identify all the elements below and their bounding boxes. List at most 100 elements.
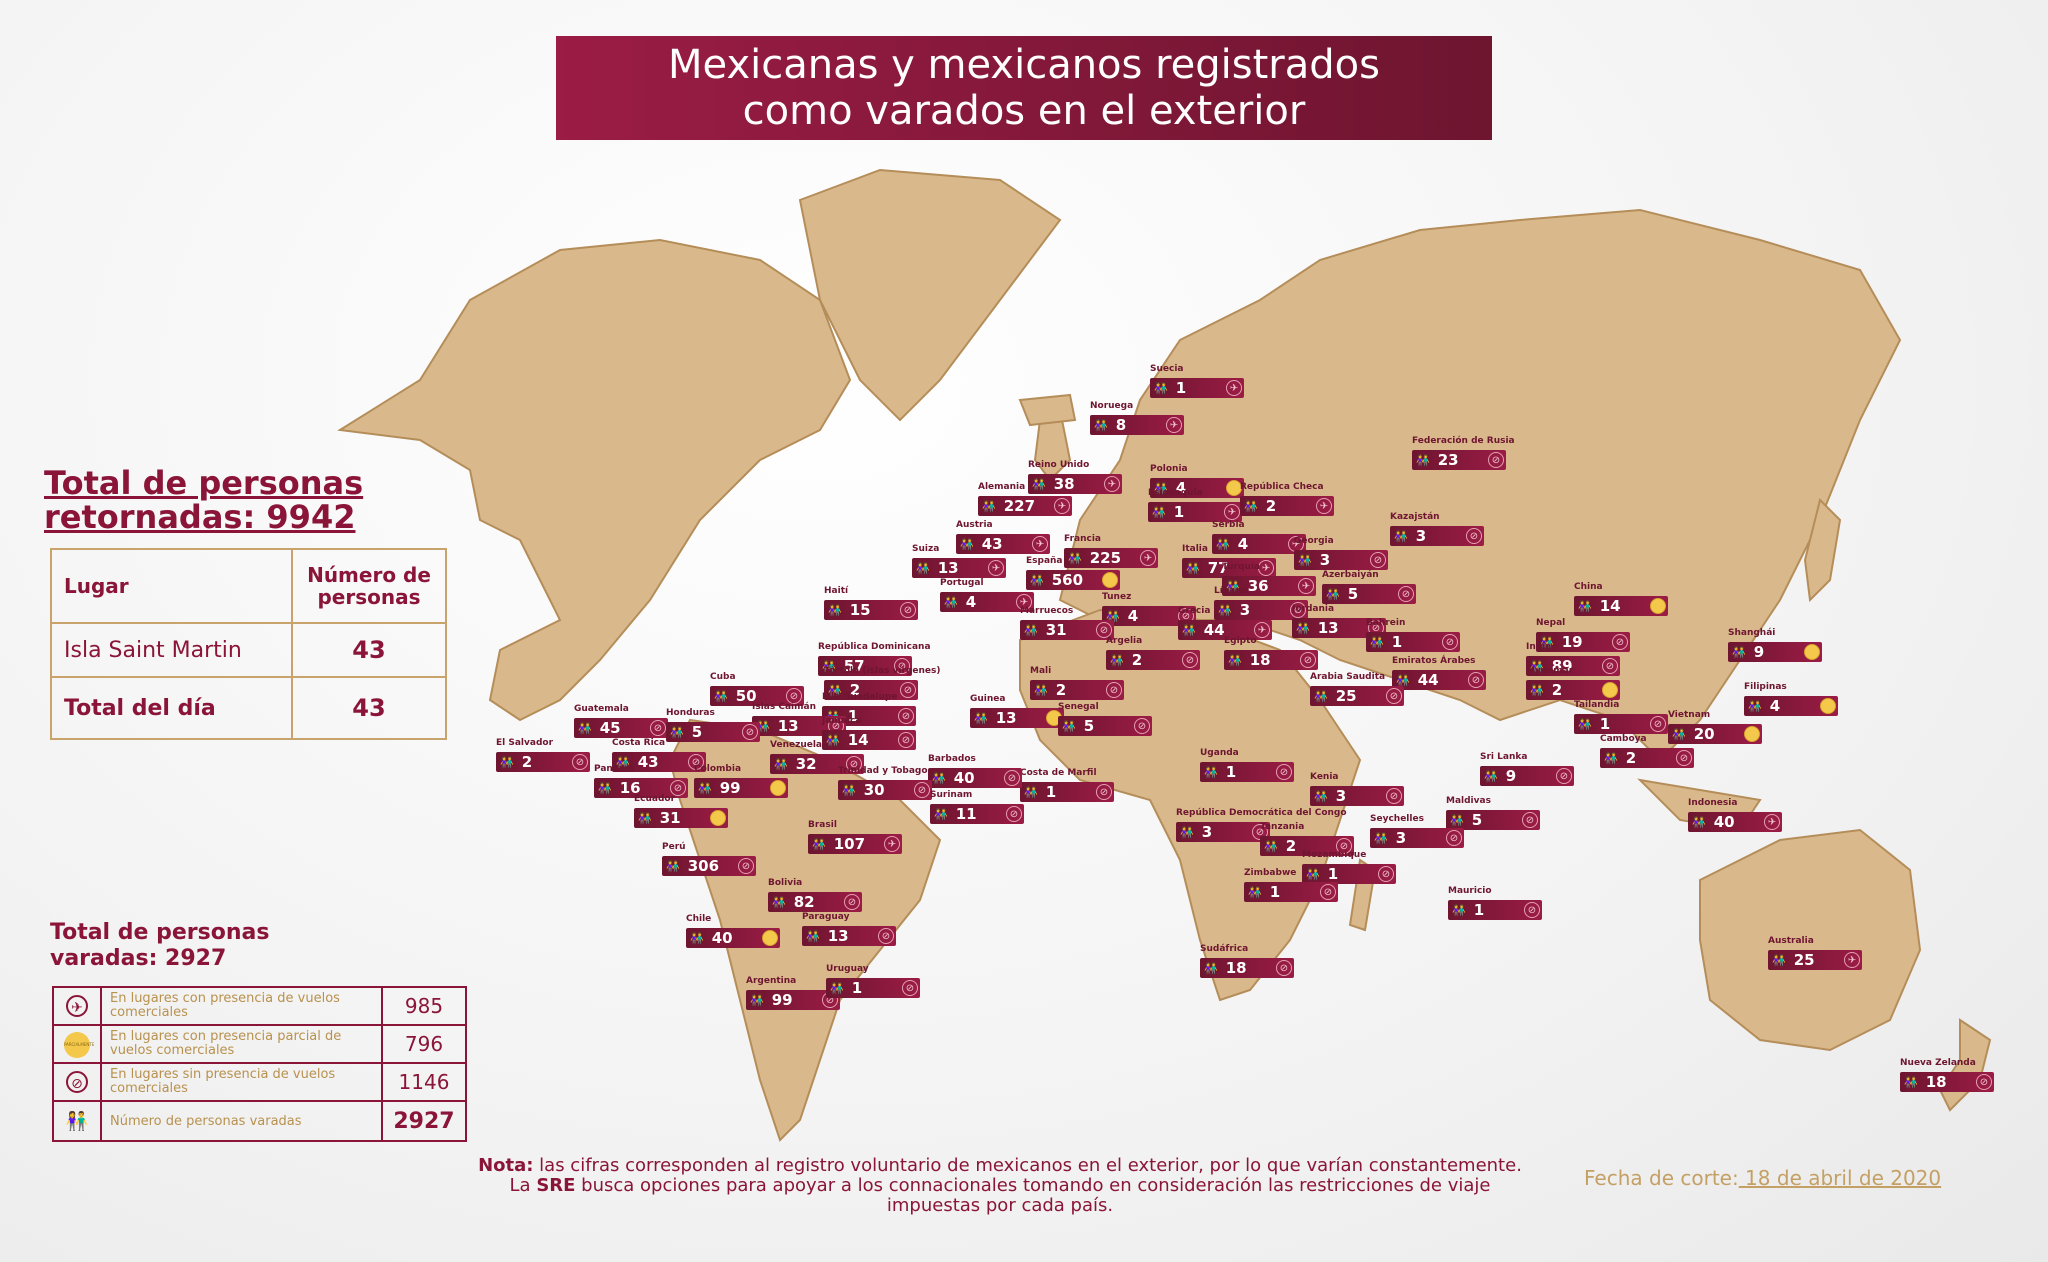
country-count-box: 👫 225 ✈ — [1064, 548, 1158, 568]
country-count-box: 👫 3 ⊘ — [1214, 600, 1308, 620]
no-plane-icon: ⊘ — [1524, 902, 1540, 918]
stranded-heading-line-1: Total de personas — [50, 920, 270, 945]
no-plane-icon: ⊘ — [1004, 770, 1020, 786]
country-name: Jamaica — [822, 716, 862, 726]
footnote: Nota: las cifras corresponden al registr… — [470, 1156, 1530, 1216]
country-tag: Zimbabwe 👫 1 ⊘ — [1244, 868, 1338, 902]
people-icon: 👫 — [944, 595, 958, 609]
country-name: Maldivas — [1446, 796, 1491, 806]
people-icon: 👫 — [1296, 621, 1310, 635]
country-count: 25 — [1793, 951, 1815, 969]
country-count: 57 — [843, 657, 865, 675]
stranded-legend-table: ✈ En lugares con presencia de vuelos com… — [52, 986, 467, 1142]
country-count-box: 👫 31 — [634, 808, 728, 828]
country-count: 14 — [1599, 597, 1621, 615]
people-icon: 👫 — [1732, 645, 1746, 659]
country-count: 11 — [955, 805, 977, 823]
no-plane-icon: ⊘ — [1276, 764, 1292, 780]
country-name: Marruecos — [1020, 606, 1074, 616]
country-tag: Nueva Zelanda 👫 18 ⊘ — [1900, 1058, 1994, 1092]
no-plane-icon: ⊘ — [1370, 552, 1386, 568]
people-icon: 👫 — [598, 781, 612, 795]
no-plane-icon: ⊘ — [1096, 784, 1112, 800]
country-count: 40 — [711, 929, 733, 947]
country-count: 5 — [1347, 585, 1359, 603]
country-tag: Costa Rica 👫 43 ⊘ — [612, 738, 706, 772]
cutoff-date: Fecha de corte: 18 de abril de 2020 — [1584, 1166, 1941, 1190]
country-count-box: 👫 8 ✈ — [1090, 415, 1184, 435]
country-tag: Austria 👫 43 ✈ — [956, 520, 1050, 554]
people-icon: 👫 — [1106, 609, 1120, 623]
country-tag: Suecia 👫 1 ✈ — [1150, 364, 1244, 398]
country-count: 2 — [849, 681, 861, 699]
no-plane-icon: ⊘ — [688, 754, 704, 770]
plane-icon: ✈ — [1224, 504, 1240, 520]
greenland-landmass — [798, 168, 1062, 422]
returned-heading-line-1: Total de personas — [44, 464, 364, 502]
country-tag: Grecia 👫 44 ✈ — [1178, 606, 1272, 640]
country-count: 30 — [863, 781, 885, 799]
country-count: 107 — [833, 835, 866, 853]
country-count-box: 👫 44 ⊘ — [1392, 670, 1486, 690]
partial-icon — [1226, 480, 1242, 496]
country-name: Líbano — [1214, 586, 1248, 596]
country-name: Alemania — [978, 482, 1026, 492]
japan-landmass — [1803, 498, 1842, 603]
country-tag: Eslovaquia 👫 1 ✈ — [1148, 488, 1242, 522]
no-plane-icon: ⊘ — [1182, 652, 1198, 668]
country-tag: Georgia 👫 3 ⊘ — [1294, 536, 1388, 570]
no-plane-icon: ⊘ — [1320, 884, 1336, 900]
people-icon: 👫 — [1226, 579, 1240, 593]
country-tag: Surinam 👫 11 ⊘ — [930, 790, 1024, 824]
people-icon: 👫 — [1314, 789, 1328, 803]
country-name: Australia — [1768, 936, 1814, 946]
no-plane-icon: ⊘ — [1488, 452, 1504, 468]
country-name: Arabia Saudita — [1310, 672, 1386, 682]
people-icon: 👫 — [1484, 769, 1498, 783]
country-name: Tunez — [1102, 592, 1132, 602]
people-icon: 👫 — [1032, 477, 1046, 491]
country-name: Seychelles — [1370, 814, 1424, 824]
country-count-box: 👫 32 ⊘ — [770, 754, 864, 774]
partial-icon — [1602, 682, 1618, 698]
country-count-box: 👫 23 ⊘ — [1412, 450, 1506, 470]
partial-icon: PARCIALMENTE — [64, 1031, 94, 1058]
country-count: 5 — [691, 723, 703, 741]
country-tag: Guatemala 👫 45 ⊘ — [574, 704, 668, 738]
no-plane-icon: ⊘ — [1300, 652, 1316, 668]
cutoff-label: Fecha de corte: — [1584, 1166, 1739, 1190]
country-count: 31 — [659, 809, 681, 827]
country-tag: Alemania 👫 227 ✈ — [978, 482, 1072, 516]
people-icon: 👫 — [750, 993, 764, 1007]
people-icon: 👫 — [1298, 553, 1312, 567]
country-tag: Arabia Saudita 👫 25 ⊘ — [1310, 672, 1404, 706]
country-name: China — [1574, 582, 1603, 592]
country-name: Indonesia — [1688, 798, 1738, 808]
plane-icon: ✈ — [1054, 498, 1070, 514]
country-name: Uganda — [1200, 748, 1239, 758]
country-name: Bahrein — [1366, 618, 1406, 628]
country-tag: Vietnam 👫 20 — [1668, 710, 1762, 744]
people-icon: 👫 — [1248, 885, 1262, 899]
country-count: 13 — [827, 927, 849, 945]
returned-total-count: 43 — [291, 676, 447, 740]
country-count: 15 — [849, 601, 871, 619]
country-count: 38 — [1053, 475, 1075, 493]
country-count-box: 👫 50 ⊘ — [710, 686, 804, 706]
country-count: 16 — [619, 779, 641, 797]
country-name: Nepal — [1536, 618, 1566, 628]
people-icon: 👫 — [1034, 683, 1048, 697]
cutoff-value: 18 de abril de 2020 — [1738, 1166, 1942, 1190]
people-icon: 👫 — [842, 783, 856, 797]
country-count-box: 👫 40 ⊘ — [928, 768, 1022, 788]
country-tag: Noruega 👫 8 ✈ — [1090, 401, 1184, 435]
country-name: Brasil — [808, 820, 837, 830]
people-icon: 👫 — [1672, 727, 1686, 741]
country-tag: Barbados 👫 40 ⊘ — [928, 754, 1022, 788]
country-count-box: 👫 4 ⊘ — [1102, 606, 1196, 626]
country-tag: Seychelles 👫 3 ⊘ — [1370, 814, 1464, 848]
partial-icon — [1820, 698, 1836, 714]
country-name: Egipto — [1224, 636, 1257, 646]
country-count-box: 👫 99 ⊘ — [746, 990, 840, 1010]
country-count: 43 — [981, 535, 1003, 553]
